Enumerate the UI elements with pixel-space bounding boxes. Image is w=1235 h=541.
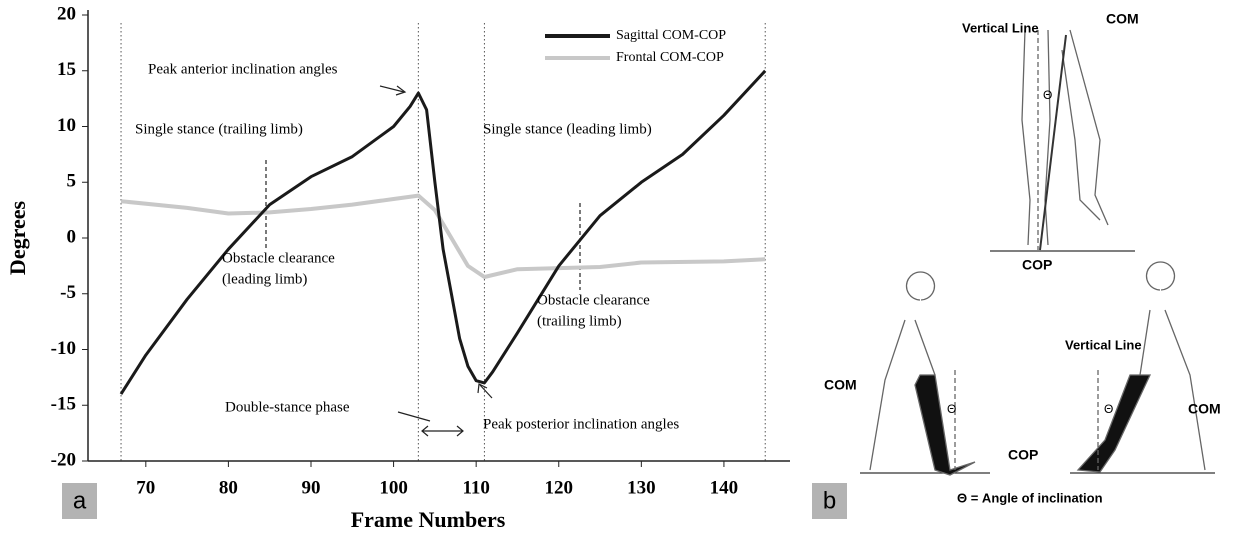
y-tick-label: 15 xyxy=(57,59,76,80)
y-tick-label: -10 xyxy=(51,338,76,359)
diagram-label: Vertical Line xyxy=(962,20,1039,35)
diagram-label: Vertical Line xyxy=(1065,337,1142,352)
y-tick-label: 20 xyxy=(57,3,76,24)
y-tick-label: -20 xyxy=(51,449,76,470)
annotation: (leading limb) xyxy=(222,271,307,287)
x-tick-label: 80 xyxy=(219,477,238,498)
y-tick-label: 0 xyxy=(67,226,77,247)
diagram-label: Θ xyxy=(947,402,956,416)
x-tick-label: 90 xyxy=(301,477,320,498)
annotation-arrows xyxy=(265,85,581,437)
series-line xyxy=(120,193,766,279)
legend-label: Frontal COM-COP xyxy=(616,50,724,65)
x-tick-label: 120 xyxy=(545,477,574,498)
y-tick-label: 5 xyxy=(67,171,77,192)
legend-label: Sagittal COM-COP xyxy=(616,28,726,43)
panel-label: a xyxy=(73,487,87,514)
x-tick-label: 140 xyxy=(710,477,739,498)
annotation: (trailing limb) xyxy=(537,313,622,329)
annotation: Obstacle clearance xyxy=(222,250,335,266)
annotation: Peak anterior inclination angles xyxy=(148,61,338,77)
diagram-label: Θ xyxy=(1043,88,1052,102)
panel-b-drawing xyxy=(860,29,1215,476)
panel-label-box xyxy=(812,483,847,519)
diagram-label: COM xyxy=(824,377,857,393)
panel-label: b xyxy=(823,487,836,514)
x-axis-label: Frame Numbers xyxy=(351,507,506,532)
series-line xyxy=(119,69,767,395)
y-tick-label: 10 xyxy=(57,115,76,136)
diagram-label: COM xyxy=(1188,401,1221,417)
annotation: Double-stance phase xyxy=(225,399,350,415)
annotation: Obstacle clearance xyxy=(537,292,650,308)
x-tick-label: 130 xyxy=(627,477,656,498)
diagram-label: COM xyxy=(1106,11,1139,27)
diagram-label: Θ xyxy=(1104,402,1113,416)
x-tick-label: 70 xyxy=(136,477,155,498)
diagram-label: Θ = Angle of inclination xyxy=(957,490,1103,505)
x-tick-label: 110 xyxy=(462,477,489,498)
y-axis-label: Degrees xyxy=(5,201,30,276)
annotation: Single stance (leading limb) xyxy=(483,121,652,137)
diagram-label: COP xyxy=(1008,447,1038,463)
diagram-label: COP xyxy=(1022,257,1052,273)
x-tick-label: 100 xyxy=(379,477,408,498)
annotation: Peak posterior inclination angles xyxy=(483,416,679,432)
annotation: Single stance (trailing limb) xyxy=(135,121,303,137)
y-tick-label: -15 xyxy=(51,394,76,415)
y-tick-label: -5 xyxy=(60,282,76,303)
panel-label-box xyxy=(62,483,97,519)
